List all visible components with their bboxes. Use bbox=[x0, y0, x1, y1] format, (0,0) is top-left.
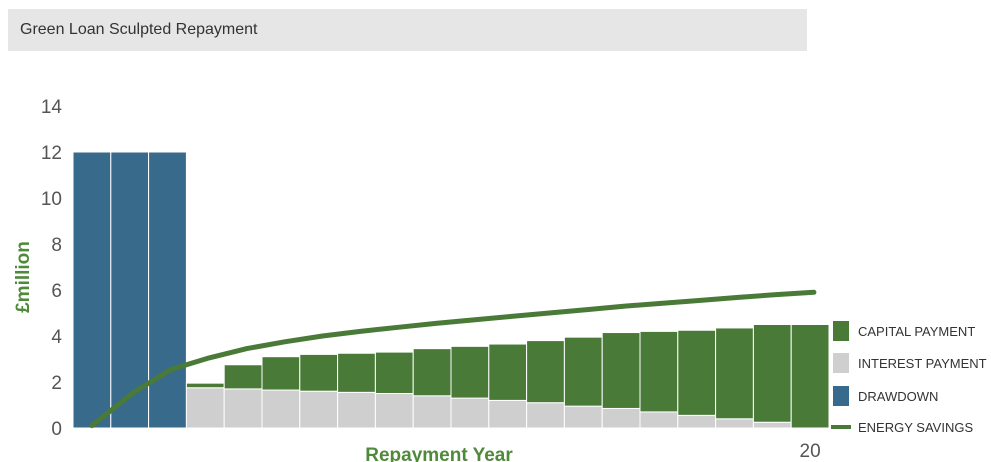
legend-swatch-capital-payment bbox=[833, 321, 849, 341]
interest-payment-bar bbox=[563, 405, 603, 429]
capital-payment-bar bbox=[715, 327, 754, 420]
capital-payment-bar bbox=[790, 324, 830, 429]
capital-payment-bar bbox=[488, 343, 528, 401]
drawdown-bar bbox=[110, 151, 150, 429]
y-tick-label: 6 bbox=[51, 281, 62, 302]
interest-payment-bar bbox=[639, 411, 679, 429]
interest-payment-bar bbox=[185, 387, 225, 429]
y-tick-label: 14 bbox=[41, 97, 63, 118]
legend-label-energy-savings: ENERGY SAVINGS bbox=[858, 420, 973, 435]
capital-payment-bar bbox=[639, 330, 679, 413]
interest-payment-bar bbox=[526, 402, 565, 429]
interest-payment-bar bbox=[299, 390, 339, 429]
capital-payment-bar bbox=[526, 340, 565, 404]
capital-payment-bar bbox=[450, 345, 490, 399]
interest-payment-bar bbox=[752, 421, 792, 429]
capital-payment-bar bbox=[299, 353, 339, 392]
capital-payment-bar bbox=[374, 351, 414, 395]
x-axis-title: Repayment Year bbox=[365, 445, 513, 462]
legend-swatch-drawdown bbox=[833, 386, 849, 406]
chart-title: Green Loan Sculpted Repayment bbox=[20, 21, 258, 38]
interest-payment-bar bbox=[223, 388, 263, 429]
energy-savings-line bbox=[89, 289, 817, 429]
capital-payment-bar bbox=[261, 356, 301, 391]
interest-payment-bar bbox=[412, 395, 452, 429]
capital-payment-bar bbox=[752, 324, 792, 423]
capital-payment-bar bbox=[185, 382, 225, 389]
interest-payment-bar bbox=[488, 399, 528, 429]
y-tick-label: 2 bbox=[51, 373, 62, 394]
drawdown-bar bbox=[148, 151, 187, 429]
interest-payment-bar bbox=[337, 391, 376, 429]
legend-label-interest-payment: INTEREST PAYMENT bbox=[858, 356, 987, 371]
y-tick-label: 0 bbox=[51, 419, 62, 440]
capital-payment-bar bbox=[563, 336, 603, 407]
drawdown-bar bbox=[72, 151, 112, 429]
interest-payment-bar bbox=[715, 418, 754, 429]
interest-payment-bar bbox=[261, 389, 301, 429]
legend-label-capital-payment: CAPITAL PAYMENT bbox=[858, 324, 975, 339]
interest-payment-bar bbox=[601, 407, 641, 429]
interest-payment-bar bbox=[374, 393, 414, 429]
y-axis-title: £million bbox=[13, 241, 34, 313]
legend-label-drawdown: DRAWDOWN bbox=[858, 389, 938, 404]
legend-swatch-interest-payment bbox=[833, 353, 849, 373]
capital-payment-bar bbox=[601, 332, 641, 409]
capital-payment-bar bbox=[677, 329, 717, 416]
y-tick-label: 4 bbox=[51, 327, 62, 348]
capital-payment-bar bbox=[223, 364, 263, 390]
capital-payment-bar bbox=[412, 348, 452, 397]
y-tick-label: 10 bbox=[41, 189, 62, 210]
interest-payment-bar bbox=[677, 414, 717, 429]
capital-payment-bar bbox=[337, 352, 376, 393]
chart-title-bar: Green Loan Sculpted Repayment bbox=[8, 9, 807, 51]
x-tick-label: 20 bbox=[800, 441, 821, 462]
y-tick-label: 12 bbox=[41, 143, 62, 164]
y-tick-label: 8 bbox=[51, 235, 62, 256]
interest-payment-bar bbox=[450, 397, 490, 429]
